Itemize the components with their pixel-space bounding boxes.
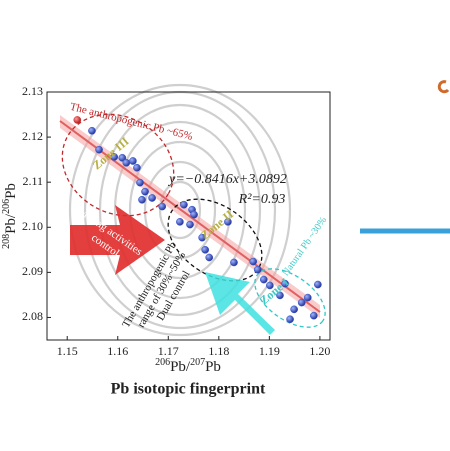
point — [138, 195, 146, 204]
point — [281, 279, 289, 288]
zone1-ellipse — [254, 268, 326, 328]
x-tick-label: 1.18 — [208, 344, 229, 358]
point — [133, 163, 141, 172]
zone3-ellipse — [61, 113, 175, 217]
point — [186, 220, 194, 229]
point — [95, 145, 103, 154]
point — [276, 291, 284, 300]
plot-frame — [46, 91, 331, 341]
x-tick-label: 1.19 — [259, 344, 280, 358]
y-tick-label: 2.09 — [22, 264, 43, 278]
chart-title: Pb isotopic fingerprint — [111, 381, 266, 398]
point — [190, 210, 198, 219]
point — [286, 315, 294, 324]
point — [158, 202, 167, 211]
point — [230, 258, 238, 267]
fit-line — [59, 120, 321, 313]
point — [224, 218, 232, 226]
x-tick-label: 1.15 — [57, 344, 78, 358]
point — [118, 153, 127, 162]
fingerprint — [68, 83, 292, 337]
point — [297, 298, 306, 307]
point — [180, 200, 188, 209]
x-tick-label: 1.16 — [107, 344, 128, 358]
point — [249, 257, 258, 266]
point — [253, 265, 262, 274]
point — [136, 178, 144, 187]
x-tick-label: 1.20 — [309, 344, 330, 358]
point — [309, 311, 318, 320]
point — [201, 245, 210, 254]
point — [314, 280, 322, 289]
y-tick-label: 2.11 — [22, 174, 43, 188]
point — [148, 194, 156, 202]
point — [205, 253, 214, 262]
natural-arrow — [205, 272, 275, 335]
point — [88, 126, 96, 135]
y-tick-label: 2.12 — [22, 129, 43, 143]
point — [110, 153, 119, 161]
decor — [437, 80, 450, 94]
point — [176, 218, 184, 226]
annotation: Natural Pb ~30% — [280, 215, 329, 278]
point — [303, 293, 312, 302]
x-tick-label: 1.17 — [158, 344, 179, 358]
y-tick-label: 2.10 — [22, 219, 43, 233]
point — [198, 233, 206, 242]
point — [290, 305, 298, 314]
point — [122, 158, 131, 167]
point — [73, 116, 82, 124]
x-axis-label: 206Pb/207Pb — [155, 357, 221, 375]
equation: y=−0.8416x+3.0892 — [167, 172, 287, 187]
y-axis-label: 208Pb/206Pb — [1, 183, 19, 249]
mining-arrow — [70, 205, 165, 275]
point — [129, 157, 137, 165]
point — [259, 275, 268, 284]
point — [266, 281, 274, 290]
point — [141, 187, 149, 196]
y-tick-label: 2.13 — [22, 84, 43, 98]
r-squared: R²=0.93 — [238, 192, 286, 207]
y-tick-label: 2.08 — [22, 309, 43, 323]
